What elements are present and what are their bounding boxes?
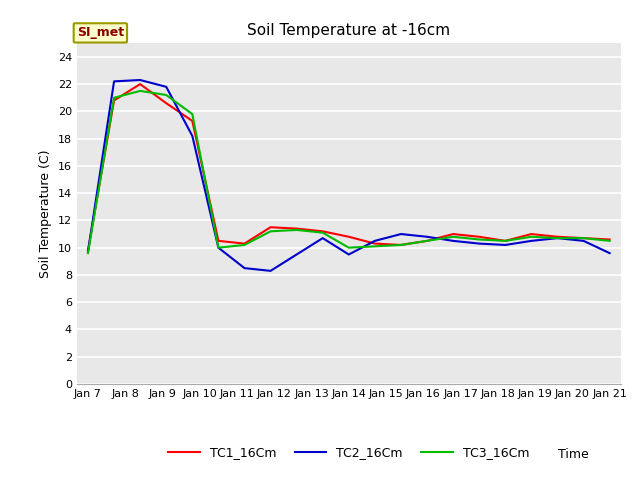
TC2_16Cm bbox=[214, 245, 222, 251]
TC2_16Cm bbox=[136, 77, 144, 83]
TC3_16Cm bbox=[345, 245, 353, 251]
Line: TC2_16Cm: TC2_16Cm bbox=[88, 80, 610, 271]
TC1_16Cm bbox=[110, 97, 118, 103]
TC1_16Cm bbox=[371, 240, 379, 246]
Text: Time: Time bbox=[558, 448, 589, 461]
TC1_16Cm bbox=[580, 235, 588, 241]
TC2_16Cm bbox=[84, 249, 92, 255]
TC3_16Cm bbox=[292, 227, 300, 233]
TC3_16Cm bbox=[423, 238, 431, 244]
Line: TC3_16Cm: TC3_16Cm bbox=[88, 91, 610, 253]
TC3_16Cm bbox=[214, 245, 222, 251]
TC1_16Cm bbox=[345, 234, 353, 240]
TC2_16Cm bbox=[554, 235, 561, 241]
TC1_16Cm bbox=[397, 242, 405, 248]
TC3_16Cm bbox=[84, 250, 92, 256]
TC3_16Cm bbox=[319, 230, 326, 236]
TC3_16Cm bbox=[527, 234, 535, 240]
TC2_16Cm bbox=[476, 240, 483, 246]
TC1_16Cm bbox=[163, 100, 170, 106]
TC3_16Cm bbox=[554, 235, 561, 241]
TC3_16Cm bbox=[449, 234, 457, 240]
TC1_16Cm bbox=[423, 238, 431, 244]
TC3_16Cm bbox=[502, 238, 509, 244]
TC3_16Cm bbox=[580, 235, 588, 241]
TC2_16Cm bbox=[606, 250, 614, 256]
TC1_16Cm bbox=[606, 237, 614, 242]
TC2_16Cm bbox=[449, 238, 457, 244]
TC1_16Cm bbox=[188, 118, 196, 124]
TC2_16Cm bbox=[371, 238, 379, 244]
TC3_16Cm bbox=[397, 242, 405, 248]
TC3_16Cm bbox=[476, 237, 483, 242]
TC1_16Cm bbox=[84, 248, 92, 253]
TC1_16Cm bbox=[319, 228, 326, 234]
TC2_16Cm bbox=[188, 133, 196, 139]
Line: TC1_16Cm: TC1_16Cm bbox=[88, 84, 610, 251]
TC3_16Cm bbox=[371, 243, 379, 249]
TC1_16Cm bbox=[476, 234, 483, 240]
TC1_16Cm bbox=[449, 231, 457, 237]
TC2_16Cm bbox=[319, 235, 326, 241]
TC2_16Cm bbox=[267, 268, 275, 274]
TC3_16Cm bbox=[188, 111, 196, 117]
TC1_16Cm bbox=[554, 234, 561, 240]
TC3_16Cm bbox=[267, 228, 275, 234]
TC2_16Cm bbox=[292, 252, 300, 257]
TC1_16Cm bbox=[527, 231, 535, 237]
TC1_16Cm bbox=[502, 238, 509, 244]
TC3_16Cm bbox=[163, 92, 170, 98]
TC2_16Cm bbox=[163, 84, 170, 90]
TC1_16Cm bbox=[214, 238, 222, 244]
TC2_16Cm bbox=[345, 252, 353, 257]
TC3_16Cm bbox=[110, 95, 118, 101]
TC3_16Cm bbox=[241, 242, 248, 248]
TC1_16Cm bbox=[267, 224, 275, 230]
Text: SI_met: SI_met bbox=[77, 26, 124, 39]
TC2_16Cm bbox=[423, 234, 431, 240]
TC2_16Cm bbox=[502, 242, 509, 248]
TC2_16Cm bbox=[580, 238, 588, 244]
TC1_16Cm bbox=[241, 240, 248, 246]
TC2_16Cm bbox=[397, 231, 405, 237]
Title: Soil Temperature at -16cm: Soil Temperature at -16cm bbox=[247, 23, 451, 38]
TC2_16Cm bbox=[110, 79, 118, 84]
TC1_16Cm bbox=[136, 81, 144, 87]
Y-axis label: Soil Temperature (C): Soil Temperature (C) bbox=[39, 149, 52, 278]
TC3_16Cm bbox=[136, 88, 144, 94]
Legend: TC1_16Cm, TC2_16Cm, TC3_16Cm: TC1_16Cm, TC2_16Cm, TC3_16Cm bbox=[163, 442, 534, 464]
TC2_16Cm bbox=[241, 265, 248, 271]
TC3_16Cm bbox=[606, 238, 614, 244]
TC2_16Cm bbox=[527, 238, 535, 244]
TC1_16Cm bbox=[292, 226, 300, 231]
